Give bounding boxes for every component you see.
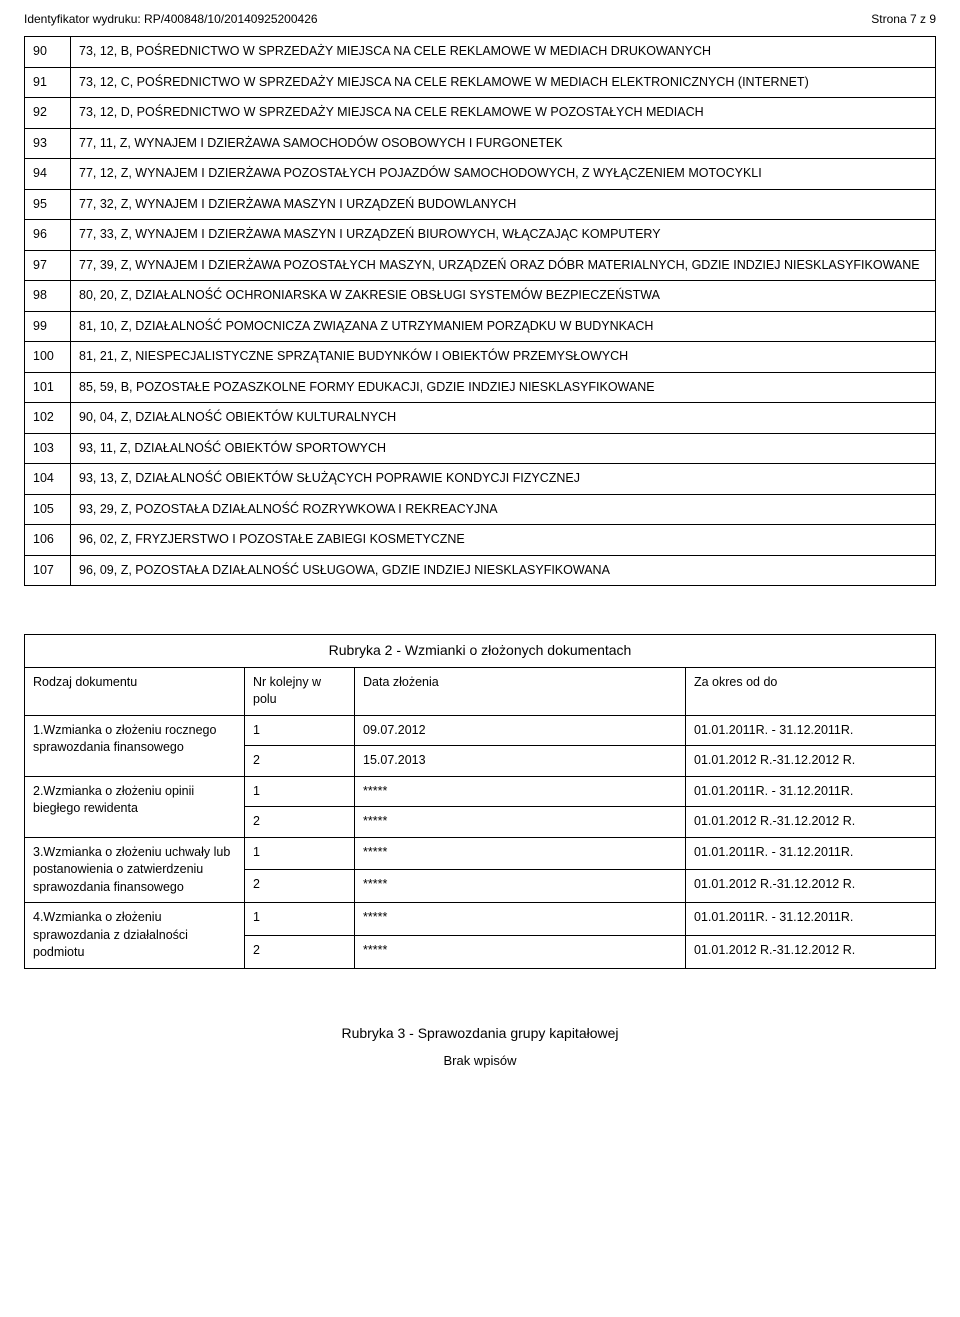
activity-no: 102	[25, 403, 71, 434]
activity-text: 96, 09, Z, POZOSTAŁA DZIAŁALNOŚĆ USŁUGOW…	[71, 555, 936, 586]
activity-no: 93	[25, 128, 71, 159]
activity-text: 73, 12, D, POŚREDNICTWO W SPRZEDAŻY MIEJ…	[71, 98, 936, 129]
doc-period: 01.01.2011R. - 31.12.2011R.	[686, 776, 936, 807]
activity-no: 103	[25, 433, 71, 464]
activity-no: 96	[25, 220, 71, 251]
doc-type-label: 4.Wzmianka o złożeniu sprawozdania z dzi…	[25, 903, 245, 969]
rubryka3-empty: Brak wpisów	[24, 1049, 936, 1068]
activity-text: 77, 11, Z, WYNAJEM I DZIERŻAWA SAMOCHODÓ…	[71, 128, 936, 159]
doc-nr: 1	[245, 903, 355, 936]
doc-period: 01.01.2011R. - 31.12.2011R.	[686, 837, 936, 870]
activity-no: 104	[25, 464, 71, 495]
activity-text: 77, 39, Z, WYNAJEM I DZIERŻAWA POZOSTAŁY…	[71, 250, 936, 281]
activity-no: 105	[25, 494, 71, 525]
table-row: 9273, 12, D, POŚREDNICTWO W SPRZEDAŻY MI…	[25, 98, 936, 129]
activity-text: 93, 11, Z, DZIAŁALNOŚĆ OBIEKTÓW SPORTOWY…	[71, 433, 936, 464]
activity-no: 106	[25, 525, 71, 556]
activity-no: 99	[25, 311, 71, 342]
activity-text: 77, 12, Z, WYNAJEM I DZIERŻAWA POZOSTAŁY…	[71, 159, 936, 190]
activity-no: 100	[25, 342, 71, 373]
activity-no: 101	[25, 372, 71, 403]
table-row: 9377, 11, Z, WYNAJEM I DZIERŻAWA SAMOCHO…	[25, 128, 936, 159]
table-row: 10593, 29, Z, POZOSTAŁA DZIAŁALNOŚĆ ROZR…	[25, 494, 936, 525]
activity-text: 96, 02, Z, FRYZJERSTWO I POZOSTAŁE ZABIE…	[71, 525, 936, 556]
table-row: 10796, 09, Z, POZOSTAŁA DZIAŁALNOŚĆ USŁU…	[25, 555, 936, 586]
rubryka2-title: Rubryka 2 - Wzmianki o złożonych dokumen…	[25, 635, 936, 668]
activity-text: 93, 29, Z, POZOSTAŁA DZIAŁALNOŚĆ ROZRYWK…	[71, 494, 936, 525]
activities-table: 9073, 12, B, POŚREDNICTWO W SPRZEDAŻY MI…	[24, 36, 936, 586]
doc-period: 01.01.2011R. - 31.12.2011R.	[686, 715, 936, 746]
doc-nr: 2	[245, 870, 355, 903]
doc-period: 01.01.2012 R.-31.12.2012 R.	[686, 870, 936, 903]
doc-date: *****	[355, 935, 686, 968]
table-row: 10185, 59, B, POZOSTAŁE POZASZKOLNE FORM…	[25, 372, 936, 403]
table-row: 9981, 10, Z, DZIAŁALNOŚĆ POMOCNICZA ZWIĄ…	[25, 311, 936, 342]
activity-text: 73, 12, B, POŚREDNICTWO W SPRZEDAŻY MIEJ…	[71, 37, 936, 68]
doc-type-label: 1.Wzmianka o złożeniu rocznego sprawozda…	[25, 715, 245, 776]
doc-period: 01.01.2011R. - 31.12.2011R.	[686, 903, 936, 936]
table-row: 9477, 12, Z, WYNAJEM I DZIERŻAWA POZOSTA…	[25, 159, 936, 190]
doc-date: *****	[355, 807, 686, 838]
activity-text: 90, 04, Z, DZIAŁALNOŚĆ OBIEKTÓW KULTURAL…	[71, 403, 936, 434]
table-row: 2.Wzmianka o złożeniu opinii biegłego re…	[25, 776, 936, 807]
doc-period: 01.01.2012 R.-31.12.2012 R.	[686, 935, 936, 968]
activity-text: 93, 13, Z, DZIAŁALNOŚĆ OBIEKTÓW SŁUŻĄCYC…	[71, 464, 936, 495]
page-header: Identyfikator wydruku: RP/400848/10/2014…	[24, 12, 936, 26]
table-row: 1.Wzmianka o złożeniu rocznego sprawozda…	[25, 715, 936, 746]
doc-date: *****	[355, 903, 686, 936]
doc-type-label: 2.Wzmianka o złożeniu opinii biegłego re…	[25, 776, 245, 837]
activity-text: 85, 59, B, POZOSTAŁE POZASZKOLNE FORMY E…	[71, 372, 936, 403]
rubryka3-title: Rubryka 3 - Sprawozdania grupy kapitałow…	[24, 1017, 936, 1049]
table-row: 9677, 33, Z, WYNAJEM I DZIERŻAWA MASZYN …	[25, 220, 936, 251]
rubryka2-table: Rubryka 2 - Wzmianki o złożonych dokumen…	[24, 634, 936, 969]
table-row: 4.Wzmianka o złożeniu sprawozdania z dzi…	[25, 903, 936, 936]
activity-text: 73, 12, C, POŚREDNICTWO W SPRZEDAŻY MIEJ…	[71, 67, 936, 98]
rubryka2-header-row: Rodzaj dokumentu Nr kolejny w polu Data …	[25, 667, 936, 715]
activity-no: 107	[25, 555, 71, 586]
col-header-period: Za okres od do	[686, 667, 936, 715]
doc-nr: 2	[245, 746, 355, 777]
table-row: 9073, 12, B, POŚREDNICTWO W SPRZEDAŻY MI…	[25, 37, 936, 68]
activity-no: 98	[25, 281, 71, 312]
table-row: 9880, 20, Z, DZIAŁALNOŚĆ OCHRONIARSKA W …	[25, 281, 936, 312]
activity-text: 80, 20, Z, DZIAŁALNOŚĆ OCHRONIARSKA W ZA…	[71, 281, 936, 312]
col-header-nr: Nr kolejny w polu	[245, 667, 355, 715]
table-row: 10393, 11, Z, DZIAŁALNOŚĆ OBIEKTÓW SPORT…	[25, 433, 936, 464]
activity-no: 94	[25, 159, 71, 190]
activity-no: 95	[25, 189, 71, 220]
doc-date: *****	[355, 870, 686, 903]
col-header-type: Rodzaj dokumentu	[25, 667, 245, 715]
doc-nr: 1	[245, 776, 355, 807]
doc-nr: 1	[245, 837, 355, 870]
activity-no: 90	[25, 37, 71, 68]
activity-text: 77, 32, Z, WYNAJEM I DZIERŻAWA MASZYN I …	[71, 189, 936, 220]
table-row: 10493, 13, Z, DZIAŁALNOŚĆ OBIEKTÓW SŁUŻĄ…	[25, 464, 936, 495]
activity-no: 92	[25, 98, 71, 129]
doc-nr: 2	[245, 935, 355, 968]
table-row: 10081, 21, Z, NIESPECJALISTYCZNE SPRZĄTA…	[25, 342, 936, 373]
table-row: 10290, 04, Z, DZIAŁALNOŚĆ OBIEKTÓW KULTU…	[25, 403, 936, 434]
print-id: Identyfikator wydruku: RP/400848/10/2014…	[24, 12, 318, 26]
doc-nr: 2	[245, 807, 355, 838]
table-row: 9777, 39, Z, WYNAJEM I DZIERŻAWA POZOSTA…	[25, 250, 936, 281]
activity-text: 81, 21, Z, NIESPECJALISTYCZNE SPRZĄTANIE…	[71, 342, 936, 373]
activity-text: 77, 33, Z, WYNAJEM I DZIERŻAWA MASZYN I …	[71, 220, 936, 251]
activity-no: 97	[25, 250, 71, 281]
table-row: 9173, 12, C, POŚREDNICTWO W SPRZEDAŻY MI…	[25, 67, 936, 98]
activity-no: 91	[25, 67, 71, 98]
table-row: 3.Wzmianka o złożeniu uchwały lub postan…	[25, 837, 936, 870]
doc-date: 15.07.2013	[355, 746, 686, 777]
doc-date: 09.07.2012	[355, 715, 686, 746]
doc-type-label: 3.Wzmianka o złożeniu uchwały lub postan…	[25, 837, 245, 903]
doc-period: 01.01.2012 R.-31.12.2012 R.	[686, 746, 936, 777]
page-number: Strona 7 z 9	[871, 12, 936, 26]
doc-date: *****	[355, 837, 686, 870]
activity-text: 81, 10, Z, DZIAŁALNOŚĆ POMOCNICZA ZWIĄZA…	[71, 311, 936, 342]
doc-date: *****	[355, 776, 686, 807]
col-header-date: Data złożenia	[355, 667, 686, 715]
doc-nr: 1	[245, 715, 355, 746]
doc-period: 01.01.2012 R.-31.12.2012 R.	[686, 807, 936, 838]
table-row: 10696, 02, Z, FRYZJERSTWO I POZOSTAŁE ZA…	[25, 525, 936, 556]
table-row: 9577, 32, Z, WYNAJEM I DZIERŻAWA MASZYN …	[25, 189, 936, 220]
